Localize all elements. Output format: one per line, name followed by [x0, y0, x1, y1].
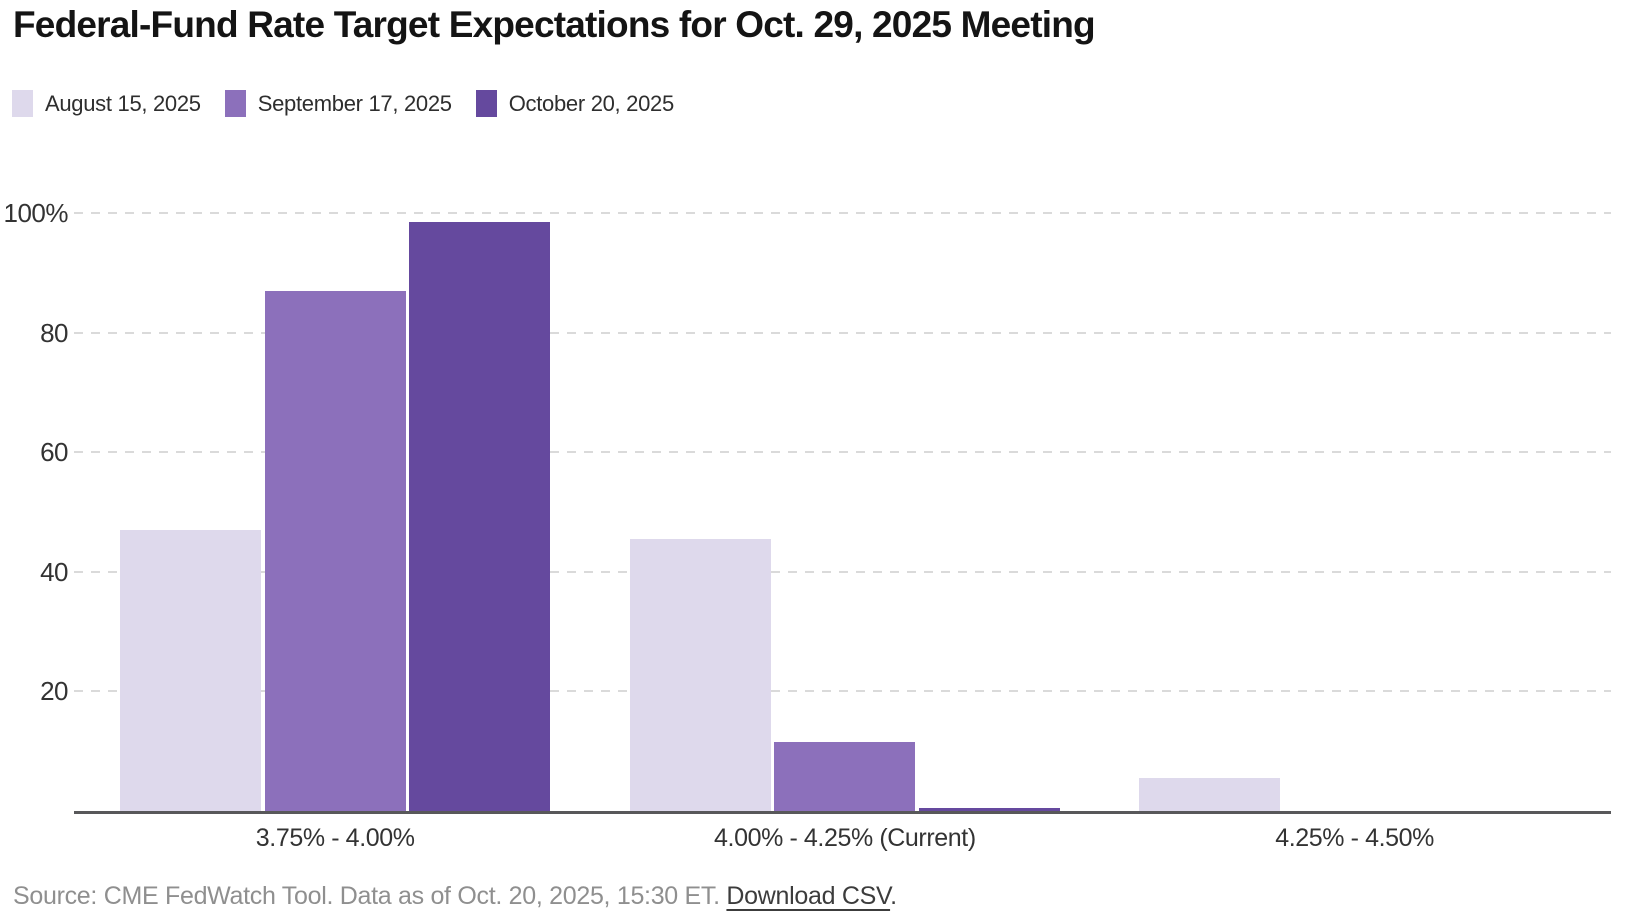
legend-item: October 20, 2025 [475, 90, 675, 117]
legend-label: October 20, 2025 [508, 90, 675, 116]
gridline [74, 451, 1611, 454]
bar [264, 291, 406, 811]
legend-label: September 17, 2025 [257, 90, 452, 116]
bar [629, 539, 771, 811]
gridline [74, 212, 1611, 214]
legend-label: August 15, 2025 [45, 90, 201, 116]
source-text: Source: CME FedWatch Tool. Data as of Oc… [13, 882, 727, 910]
legend: August 15, 2025 September 17, 2025 October… [12, 90, 674, 117]
y-axis-tick-label: 40 [40, 556, 68, 587]
source-suffix: . [890, 882, 897, 910]
gridline [74, 570, 1611, 573]
bar [409, 222, 551, 811]
chart-title: Federal-Fund Rate Target Expectations fo… [13, 4, 1096, 45]
gridline [74, 331, 1611, 334]
legend-swatch [12, 90, 33, 117]
x-axis-category-label: 3.75% - 4.00% [255, 824, 415, 852]
y-axis: 20 40 60 80 100% [0, 198, 69, 811]
y-axis-tick-label: 60 [40, 437, 68, 468]
source-note: Source: CME FedWatch Tool. Data as of Oc… [13, 882, 897, 911]
legend-swatch [475, 90, 497, 117]
bar [120, 530, 261, 811]
x-axis: 3.75% - 4.00% 4.00% - 4.25% (Current) 4.25… [78, 824, 1611, 858]
y-axis-tick-label: 80 [40, 317, 68, 348]
y-axis-tick-label: 20 [40, 676, 68, 707]
legend-item: September 17, 2025 [224, 90, 452, 117]
gridline [74, 690, 1611, 693]
plot-area [74, 212, 1611, 814]
bar [1139, 778, 1281, 811]
x-axis-baseline [74, 811, 1611, 814]
legend-swatch [224, 90, 246, 117]
x-axis-category-label: 4.00% - 4.25% (Current) [714, 824, 976, 852]
y-axis-tick-label: 100% [3, 198, 69, 228]
bar [774, 742, 916, 811]
bar [919, 808, 1061, 811]
legend-item: August 15, 2025 [12, 90, 201, 117]
download-csv-link[interactable]: Download CSV [726, 882, 891, 910]
x-axis-category-label: 4.25% - 4.50% [1275, 824, 1434, 852]
